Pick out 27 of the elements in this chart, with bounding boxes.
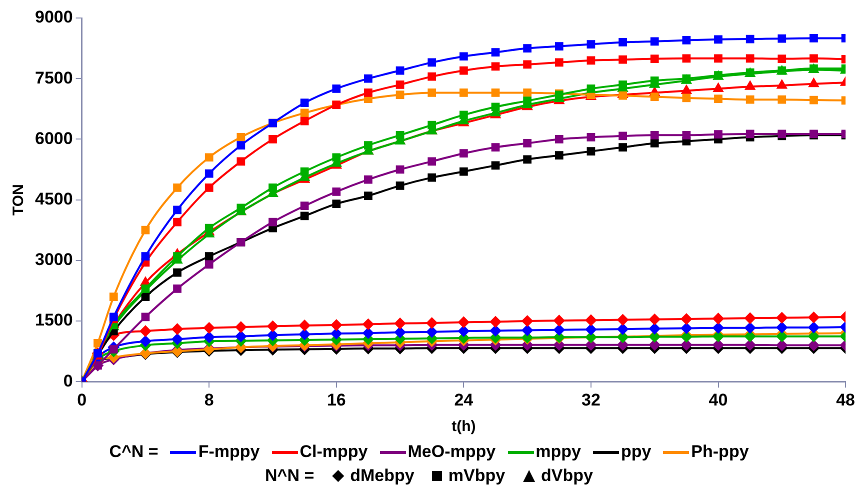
x-tick-label: 8: [204, 390, 214, 410]
x-tick-label: 48: [836, 390, 856, 410]
text: dVbpy: [541, 466, 593, 486]
x-tick-label: 32: [582, 390, 600, 410]
legend-label: mppy: [536, 442, 581, 462]
legend-label: MeO-mppy: [408, 442, 496, 462]
y-tick-label: 6000: [34, 128, 73, 148]
legend-label: Ph-ppy: [691, 442, 749, 462]
text: N^N =: [264, 466, 314, 486]
legend-label: ppy: [620, 442, 652, 462]
x-axis-title: t(h): [452, 418, 476, 436]
y-tick-label: 3000: [34, 250, 73, 270]
legend-title: C^N =: [109, 442, 158, 462]
y-tick-label: 7500: [34, 68, 73, 88]
text: mVbpy: [448, 466, 506, 486]
x-tick-label: 40: [708, 390, 728, 410]
y-tick-label: 4500: [34, 189, 73, 208]
y-axis-title: TON: [10, 184, 28, 216]
y-tick-label: 9000: [34, 8, 73, 27]
x-tick-label: 24: [454, 390, 474, 410]
x-tick-label: 16: [326, 390, 346, 410]
y-tick-label: 1500: [34, 310, 73, 330]
x-tick-label: 0: [77, 390, 87, 410]
legend-label: Cl-mppy: [300, 442, 368, 462]
legend-label: F-mppy: [198, 442, 260, 462]
text: dMebpy: [350, 466, 414, 486]
y-tick-label: 0: [63, 371, 73, 390]
